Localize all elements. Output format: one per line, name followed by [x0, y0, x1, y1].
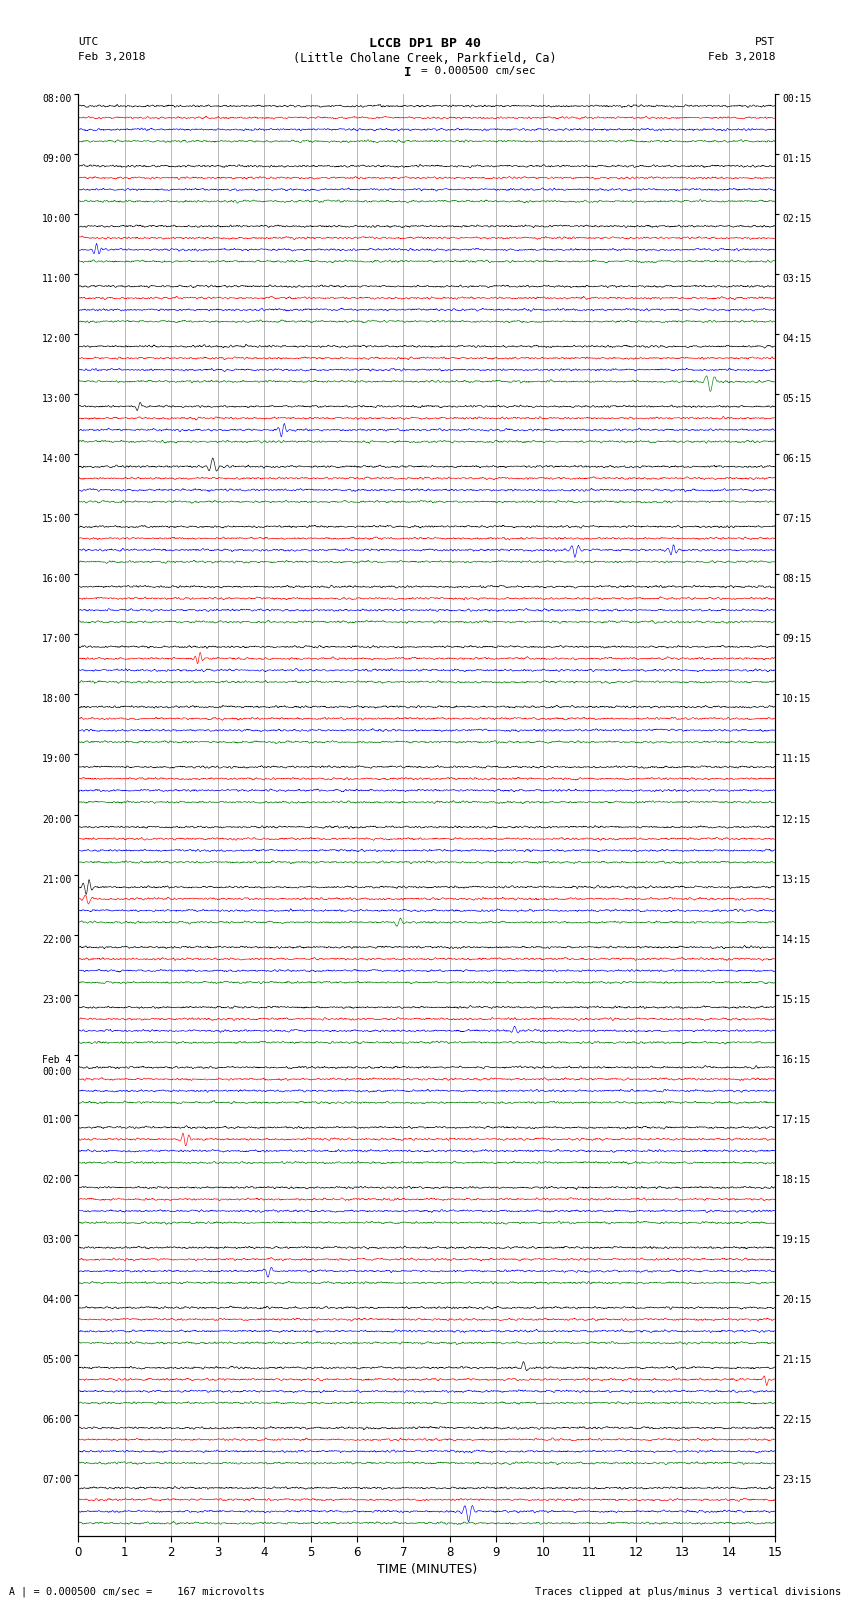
Text: UTC: UTC [78, 37, 99, 47]
Text: Feb 3,2018: Feb 3,2018 [78, 52, 145, 61]
Text: Traces clipped at plus/minus 3 vertical divisions: Traces clipped at plus/minus 3 vertical … [536, 1587, 842, 1597]
X-axis label: TIME (MINUTES): TIME (MINUTES) [377, 1563, 477, 1576]
Text: (Little Cholane Creek, Parkfield, Ca): (Little Cholane Creek, Parkfield, Ca) [293, 52, 557, 65]
Text: I: I [405, 66, 411, 79]
Text: = 0.000500 cm/sec: = 0.000500 cm/sec [421, 66, 536, 76]
Text: LCCB DP1 BP 40: LCCB DP1 BP 40 [369, 37, 481, 50]
Text: | = 0.000500 cm/sec =    167 microvolts: | = 0.000500 cm/sec = 167 microvolts [21, 1586, 265, 1597]
Text: Feb 3,2018: Feb 3,2018 [708, 52, 775, 61]
Text: A: A [8, 1587, 14, 1597]
Text: PST: PST [755, 37, 775, 47]
